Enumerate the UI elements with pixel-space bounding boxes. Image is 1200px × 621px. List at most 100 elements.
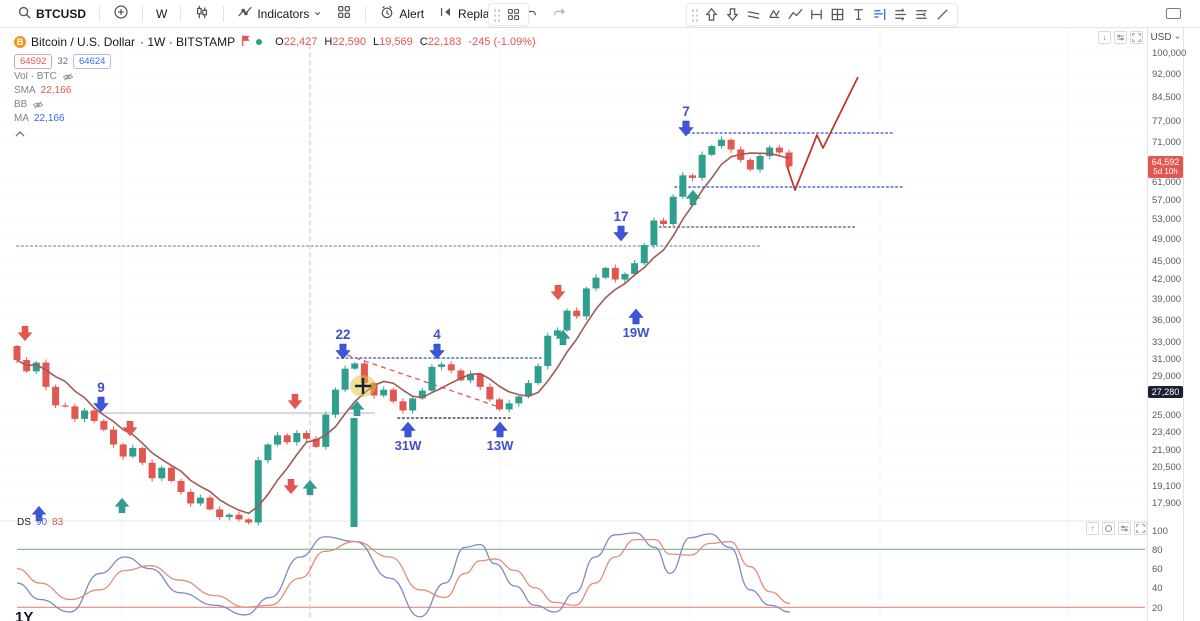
multichart-layout-button[interactable] [503, 4, 524, 25]
polyline-tool-icon[interactable] [785, 4, 806, 25]
oscillator-tick-label: 40 [1152, 583, 1163, 595]
green-up-arrow-marker [114, 497, 130, 514]
currency-dropdown[interactable]: USD [1149, 30, 1182, 45]
candle-body [119, 444, 127, 457]
pane-maximize-button[interactable] [1130, 31, 1143, 44]
chart-legend: B Bitcoin / U.S. Dollar · 1W · BITSTAMP … [14, 34, 536, 137]
drag-handle-icon[interactable] [493, 7, 500, 22]
drawing-tools-panel [686, 3, 958, 26]
pane-settings-button[interactable] [1118, 522, 1131, 535]
price-tick-label: 49,000 [1152, 234, 1182, 246]
pattern-tool-icon[interactable] [764, 4, 785, 25]
channel-tool-icon[interactable] [743, 4, 764, 25]
range-tool-icon[interactable] [806, 4, 827, 25]
pane-delete-button[interactable] [1102, 522, 1115, 535]
candle-body [679, 175, 687, 197]
sma-value: 22,166 [40, 85, 72, 96]
redo-button[interactable] [545, 2, 575, 26]
red-down-arrow-marker [550, 284, 566, 301]
price-tick-label: 23,400 [1152, 427, 1182, 439]
candle-body [467, 373, 475, 381]
pane-maximize-button[interactable] [1134, 522, 1147, 535]
ma-indicator-label[interactable]: MA [14, 113, 29, 124]
price-axis[interactable] [1147, 28, 1183, 621]
candle-body [235, 514, 243, 520]
grid-tool-icon[interactable] [827, 4, 848, 25]
move-pane-down-button[interactable]: ↓ [1098, 31, 1111, 44]
pane-settings-button[interactable] [1114, 31, 1127, 44]
candle-body [312, 438, 320, 447]
oscillator-tick-label: 60 [1152, 564, 1163, 576]
candle-body [775, 147, 783, 153]
oscillator-legend[interactable]: DS 90 83 [17, 517, 63, 528]
price-tick-label: 20,500 [1152, 462, 1182, 474]
symbol-title[interactable]: Bitcoin / U.S. Dollar [31, 35, 136, 49]
drag-handle-icon[interactable] [691, 7, 698, 22]
level-badge-left[interactable]: 64592 [14, 54, 53, 69]
candle-body [360, 363, 368, 384]
chart-style-button[interactable] [187, 2, 217, 26]
candle-body [187, 491, 195, 504]
candle-body [457, 370, 465, 381]
compare-symbol-button[interactable] [106, 2, 136, 26]
green-up-arrow-marker [555, 329, 571, 346]
volume-indicator-label[interactable]: Vol · BTC [14, 71, 57, 82]
candle-body [496, 399, 503, 410]
interval-button[interactable]: W [149, 2, 174, 26]
window-maximize-icon[interactable] [1166, 8, 1181, 19]
layout-grid-button[interactable] [329, 2, 359, 26]
oscillator-d-line [16, 539, 791, 608]
candle-body [621, 273, 629, 280]
text-tool-icon[interactable] [848, 4, 869, 25]
market-status-dot[interactable] [256, 39, 263, 45]
replay-label: Replay [458, 6, 496, 21]
legend-collapse-icon[interactable] [14, 127, 28, 137]
price-tick-label: 17,900 [1152, 497, 1182, 509]
main-chart-canvas[interactable]: 9 22 4 17 7 31W 13W 19W [0, 0, 1147, 621]
alert-button[interactable]: Alert [372, 2, 431, 26]
arrow-count-label: 13W [487, 438, 514, 453]
bb-indicator-label[interactable]: BB [14, 99, 28, 110]
list-tool-a-icon[interactable] [890, 4, 911, 25]
price-tick-label: 61,000 [1152, 176, 1182, 188]
oscillator-name: DS [17, 517, 31, 528]
level-badge-right[interactable]: 64624 [73, 54, 112, 69]
price-tick-label: 21,900 [1152, 444, 1182, 456]
candle-body [148, 462, 156, 479]
date-range-partial-label[interactable]: 1Y [15, 609, 34, 621]
arrow-down-tool-icon[interactable] [722, 4, 743, 25]
candle-body [206, 497, 214, 510]
blue-down-arrow-marker [613, 225, 629, 242]
arrow-count-label: 31W [395, 438, 422, 453]
list-tool-b-icon[interactable] [911, 4, 932, 25]
candle-body [418, 390, 426, 399]
candle-body [322, 414, 330, 447]
replay-button[interactable]: Replay [431, 2, 502, 26]
candle-body [534, 366, 542, 384]
symbol-search-button[interactable]: BTCUSD [10, 2, 93, 26]
red-down-arrow-marker [122, 420, 138, 437]
alarm-clock-icon [379, 4, 395, 23]
indicators-button[interactable]: Indicators [230, 2, 329, 26]
move-pane-up-button[interactable]: ↑ [1086, 522, 1099, 535]
trendline-tool-icon[interactable] [932, 4, 953, 25]
red-down-arrow-marker [287, 393, 303, 410]
volume-profile-tool-icon[interactable] [869, 4, 890, 25]
candle-body [563, 310, 571, 331]
candle-body [264, 444, 272, 461]
eye-hidden-icon[interactable] [32, 99, 44, 111]
candle-body [746, 159, 754, 170]
arrow-up-tool-icon[interactable] [701, 4, 722, 25]
red-down-arrow-marker [17, 325, 33, 342]
candle-body [138, 448, 146, 463]
symbol-subtitle[interactable]: · 1W · BITSTAMP [140, 35, 236, 49]
flag-icon[interactable] [240, 34, 251, 50]
price-tick-label: 36,000 [1152, 314, 1182, 326]
eye-hidden-icon[interactable] [62, 71, 74, 83]
sma-indicator-label[interactable]: SMA [14, 85, 36, 96]
candle-body [438, 364, 446, 367]
candle-body [399, 401, 407, 411]
candle-body [582, 288, 590, 317]
price-tick-label: 57,000 [1152, 194, 1182, 206]
